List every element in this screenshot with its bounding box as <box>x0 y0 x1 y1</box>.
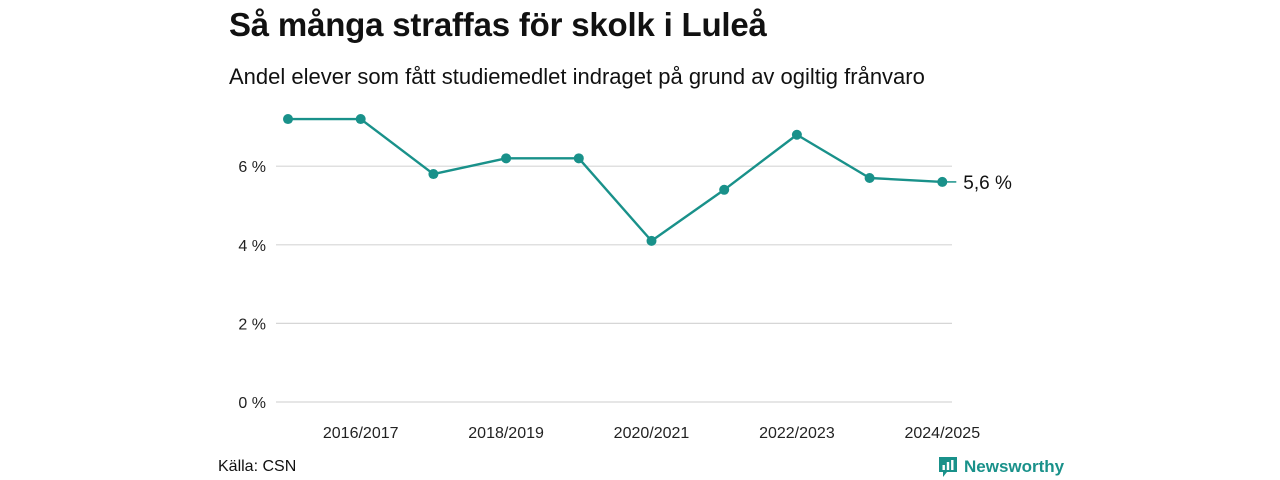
x-tick-label: 2024/2025 <box>904 425 980 442</box>
data-point <box>791 129 802 140</box>
y-tick-label: 0 % <box>238 395 266 412</box>
data-point <box>719 184 730 195</box>
data-point <box>501 153 512 164</box>
data-point <box>283 114 293 125</box>
newsworthy-brand[interactable]: Newsworthy <box>938 456 1064 478</box>
source-note: Källa: CSN <box>218 458 297 475</box>
x-tick-label: 2016/2017 <box>323 425 399 442</box>
x-tick-label: 2018/2019 <box>468 425 544 442</box>
y-tick-label: 2 % <box>238 316 266 333</box>
brand-name: Newsworthy <box>964 457 1065 476</box>
chart-title: Så många straffas för skolk i Luleå <box>229 6 767 43</box>
newsworthy-logo-icon <box>939 457 957 477</box>
data-point <box>573 153 584 164</box>
y-tick-label: 4 % <box>238 238 266 255</box>
x-tick-label: 2020/2021 <box>614 425 690 442</box>
data-point <box>428 169 439 180</box>
end-value-label: 5,6 % <box>963 173 1012 194</box>
y-tick-label: 6 % <box>238 159 266 176</box>
x-tick-label: 2022/2023 <box>759 425 835 442</box>
data-point <box>646 235 657 246</box>
data-point <box>355 114 366 125</box>
chart-subtitle: Andel elever som fått studiemedlet indra… <box>229 64 925 89</box>
data-point <box>864 172 875 183</box>
series-line <box>288 117 943 243</box>
